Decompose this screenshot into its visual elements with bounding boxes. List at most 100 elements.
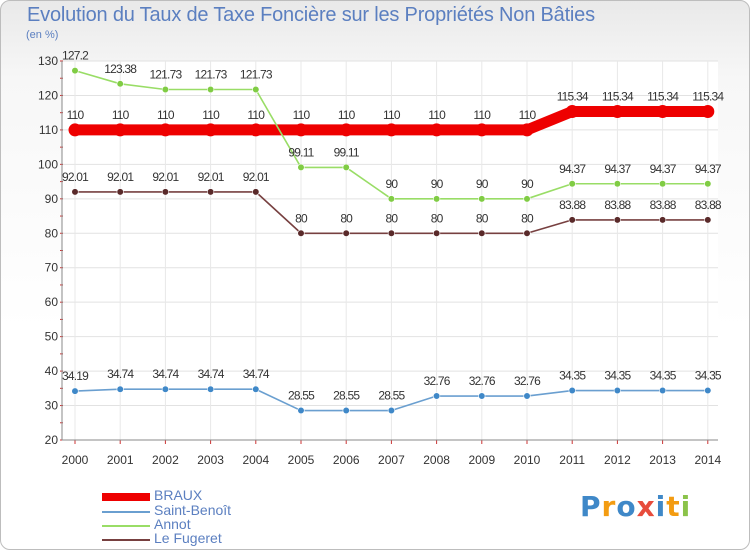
data-label-le-fugeret: 92.01 <box>152 170 179 184</box>
legend-swatch-saint-benoit <box>102 511 150 513</box>
logo-letter: r <box>601 490 617 523</box>
data-label-braux: 110 <box>157 108 175 122</box>
point-annot <box>116 80 124 88</box>
data-label-braux: 115.34 <box>557 90 589 104</box>
y-tick-label: 50 <box>45 330 59 344</box>
point-annot <box>342 163 350 172</box>
data-label-le-fugeret: 83.88 <box>559 198 586 212</box>
point-le-fugeret <box>433 229 441 237</box>
point-annot <box>297 163 305 172</box>
point-le-fugeret <box>207 188 215 196</box>
data-label-annot: 94.37 <box>604 162 631 176</box>
point-le-fugeret <box>523 229 531 237</box>
legend-label-le-fugeret: Le Fugeret <box>154 530 222 546</box>
point-annot <box>523 195 531 203</box>
x-tick-label: 2010 <box>514 453 541 467</box>
point-saint-benoit <box>387 406 396 415</box>
x-tick-label: 2007 <box>378 453 405 467</box>
point-saint-benoit <box>568 386 576 395</box>
point-braux <box>339 123 353 137</box>
point-le-fugeret <box>613 216 622 224</box>
point-saint-benoit <box>523 392 531 400</box>
data-label-annot: 127.2 <box>62 49 89 63</box>
data-label-saint-benoit: 34.19 <box>62 369 89 383</box>
point-le-fugeret <box>297 229 305 237</box>
point-braux <box>565 105 579 119</box>
y-tick-label: 30 <box>45 399 59 413</box>
point-saint-benoit <box>342 406 350 415</box>
point-le-fugeret <box>252 188 260 196</box>
data-label-braux: 115.34 <box>647 90 679 104</box>
point-le-fugeret <box>478 229 486 237</box>
point-saint-benoit <box>161 385 169 393</box>
point-saint-benoit <box>658 386 667 395</box>
logo-letter: i <box>680 490 692 523</box>
data-label-saint-benoit: 34.35 <box>604 369 631 383</box>
data-label-braux: 110 <box>338 108 356 122</box>
logo-letter: o <box>616 490 637 523</box>
point-annot <box>704 180 712 188</box>
data-label-braux: 110 <box>202 108 220 122</box>
point-braux <box>158 123 172 137</box>
x-tick-label: 2001 <box>107 453 134 467</box>
data-label-annot: 90 <box>476 177 489 191</box>
point-le-fugeret <box>568 216 576 224</box>
legend-swatch-le-fugeret <box>102 539 150 541</box>
point-braux <box>68 123 82 137</box>
data-label-annot: 94.37 <box>559 162 586 176</box>
data-label-annot: 99.11 <box>334 145 360 159</box>
data-label-annot: 121.73 <box>240 67 273 81</box>
point-le-fugeret <box>71 188 79 196</box>
x-tick-label: 2011 <box>559 453 585 467</box>
data-label-le-fugeret: 80 <box>521 211 534 225</box>
logo-letter: P <box>580 490 602 523</box>
data-label-saint-benoit: 34.74 <box>107 367 134 381</box>
data-label-saint-benoit: 28.55 <box>378 389 405 403</box>
data-label-le-fugeret: 92.01 <box>107 170 134 184</box>
point-le-fugeret <box>116 188 124 196</box>
data-label-annot: 90 <box>521 177 534 191</box>
point-saint-benoit <box>478 392 486 400</box>
point-saint-benoit <box>297 406 305 415</box>
point-braux <box>430 123 444 137</box>
point-le-fugeret <box>161 188 169 196</box>
data-label-saint-benoit: 32.76 <box>469 374 496 388</box>
x-tick-label: 2004 <box>242 453 269 467</box>
point-annot <box>387 195 396 203</box>
point-annot <box>613 180 622 188</box>
point-saint-benoit <box>71 387 79 395</box>
legend-label-annot: Annot <box>154 516 191 532</box>
data-label-annot: 123.38 <box>104 62 137 76</box>
y-tick-label: 40 <box>45 364 59 378</box>
data-label-saint-benoit: 34.74 <box>243 367 270 381</box>
point-le-fugeret <box>704 216 712 224</box>
data-label-annot: 121.73 <box>149 67 182 81</box>
point-le-fugeret <box>342 229 350 237</box>
point-annot <box>161 85 169 94</box>
data-label-saint-benoit: 34.35 <box>695 369 722 383</box>
data-label-le-fugeret: 83.88 <box>695 198 722 212</box>
data-label-braux: 115.34 <box>692 90 724 104</box>
data-label-le-fugeret: 92.01 <box>198 170 225 184</box>
data-label-saint-benoit: 34.74 <box>152 367 179 381</box>
point-braux <box>656 105 670 119</box>
y-tick-label: 90 <box>45 192 59 206</box>
point-braux <box>249 123 263 137</box>
y-tick-label: 20 <box>45 433 59 447</box>
data-label-annot: 94.37 <box>695 162 722 176</box>
point-braux <box>113 123 127 137</box>
data-label-le-fugeret: 92.01 <box>243 170 270 184</box>
point-annot <box>658 180 667 188</box>
data-label-annot: 90 <box>431 177 444 191</box>
data-label-annot: 94.37 <box>650 162 677 176</box>
y-tick-label: 130 <box>38 54 58 68</box>
point-saint-benoit <box>116 385 124 393</box>
legend-label-saint-benoit: Saint-Benoît <box>154 502 232 518</box>
x-tick-label: 2003 <box>197 453 224 467</box>
x-tick-label: 2012 <box>604 453 631 467</box>
point-annot <box>71 67 79 75</box>
point-braux <box>475 123 489 137</box>
data-label-le-fugeret: 80 <box>340 211 353 225</box>
point-saint-benoit <box>433 392 441 400</box>
